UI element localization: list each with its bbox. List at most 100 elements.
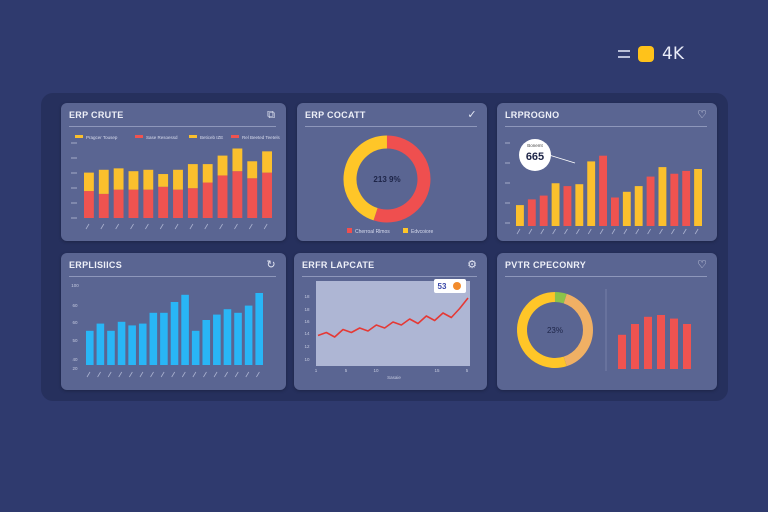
annotation-label: Bonemt [527,143,543,148]
check-icon[interactable]: ✓ [467,109,477,121]
divider [69,126,276,127]
card-erfr-lapcate: ERFR LAPCATE ⚙ 18 18 16 14 12 10 1 5 10 15 5 Sasaie… [294,253,487,390]
legend-label: Cherroal Rlmos [355,229,390,235]
divider [505,126,707,127]
x-tick [203,371,207,378]
bar-yellow [128,171,139,190]
x-tick [107,371,112,378]
annotation-leader [548,154,576,164]
resolution-dot-icon [638,46,654,62]
bar-yellow [217,155,228,176]
x-tick [192,371,197,378]
x-tick [234,223,238,230]
x-tick [86,371,91,378]
legend-label: Beticeb IZE [200,135,223,140]
heart-icon[interactable]: ♡ [697,259,707,271]
legend-swatch [347,228,352,233]
x-tick [115,223,120,230]
x-tick [516,228,521,235]
x-tick [219,223,223,230]
bar-red [262,172,272,218]
bar [107,330,115,365]
legend-swatch [231,135,239,138]
y-tick-label: 50 [72,338,78,343]
donut-slice [554,292,567,304]
bar [539,195,548,226]
legend-swatch [75,135,83,138]
bar-red [113,189,124,218]
card-title: PVTR CPECONRY [505,260,587,270]
bar [138,323,147,365]
divider [69,276,276,277]
x-tick [245,371,250,378]
bar [631,324,639,369]
card-erp-crute: ERP CRUTE ⧉ Pragcer Tousep Sase Resoessd B… [61,103,286,241]
bar [618,334,626,369]
bar-red [202,182,213,218]
x-tick [540,228,545,235]
bar [670,318,678,369]
bar [128,325,136,365]
card-title: ERPLISIICS [69,260,123,270]
stacked-bar-chart: Pragcer Tousep Sase Resoessd Beticeb IZE Re… [71,135,280,230]
x-tick [129,371,133,378]
card-title: ERP CRUTE [69,110,124,120]
donut-center-label: 23% [547,326,563,335]
legend-label: Pragcer Tousep [86,135,118,140]
x-tick-label: 15 [434,368,440,373]
y-tick-label: 10 [304,357,310,362]
x-tick [130,223,134,230]
card-erp-cocatt: ERP COCATT ✓ 213 9% Cherroal Rlmos Edvcoio… [297,103,487,241]
bar [599,155,607,226]
bar-yellow [98,169,109,194]
x-tick [611,228,616,235]
bar [160,312,168,365]
bar-red [84,191,94,218]
dashboard-board: ERP CRUTE ⧉ Pragcer Tousep Sase Resoessd B… [41,93,728,401]
donut-slice [563,293,593,367]
card-title: LRPROGNO [505,110,560,120]
topbar: 4K [618,44,684,64]
y-tick-label: 100 [71,283,79,288]
bar-chart: Bonemt 665 [505,139,702,235]
legend-label: Rel Beeted Teetels [242,135,280,140]
x-tick [576,228,580,235]
bar-red [232,171,243,218]
bar [202,320,211,365]
x-tick-label: 5 [466,368,469,373]
square-icon[interactable]: ⧉ [267,109,275,121]
bar-yellow [158,174,169,187]
x-tick [150,371,154,378]
refresh-icon[interactable]: ↻ [266,259,276,271]
bar [694,169,702,226]
y-tick-label: 16 [304,319,310,324]
x-tick [564,228,568,235]
annotation-value: 665 [526,151,544,163]
y-tick-label: 18 [304,307,310,312]
bar [149,312,158,365]
heart-icon[interactable]: ♡ [697,109,707,121]
bar-yellow [84,172,94,192]
x-tick [659,228,663,235]
bar [96,323,105,365]
divider [305,126,477,127]
annotation-bubble [519,139,551,171]
x-axis-label: Sasaie [387,375,401,380]
gear-icon[interactable]: ⚙ [467,259,477,271]
donut-slice [517,292,567,368]
bar [86,330,94,365]
bar [255,293,263,365]
bar [170,302,179,365]
x-tick [694,228,699,235]
x-tick [213,371,218,378]
x-tick [552,228,556,235]
donut-slice [373,135,431,223]
x-tick [174,223,179,230]
card-erplisiics: ERPLISIICS ↻ 100 60 60 50 40 20 [61,253,286,390]
bar [527,199,536,226]
bar [646,176,655,226]
y-tick-label: 40 [72,357,78,362]
divider [302,276,477,277]
menu-icon[interactable] [618,50,630,58]
